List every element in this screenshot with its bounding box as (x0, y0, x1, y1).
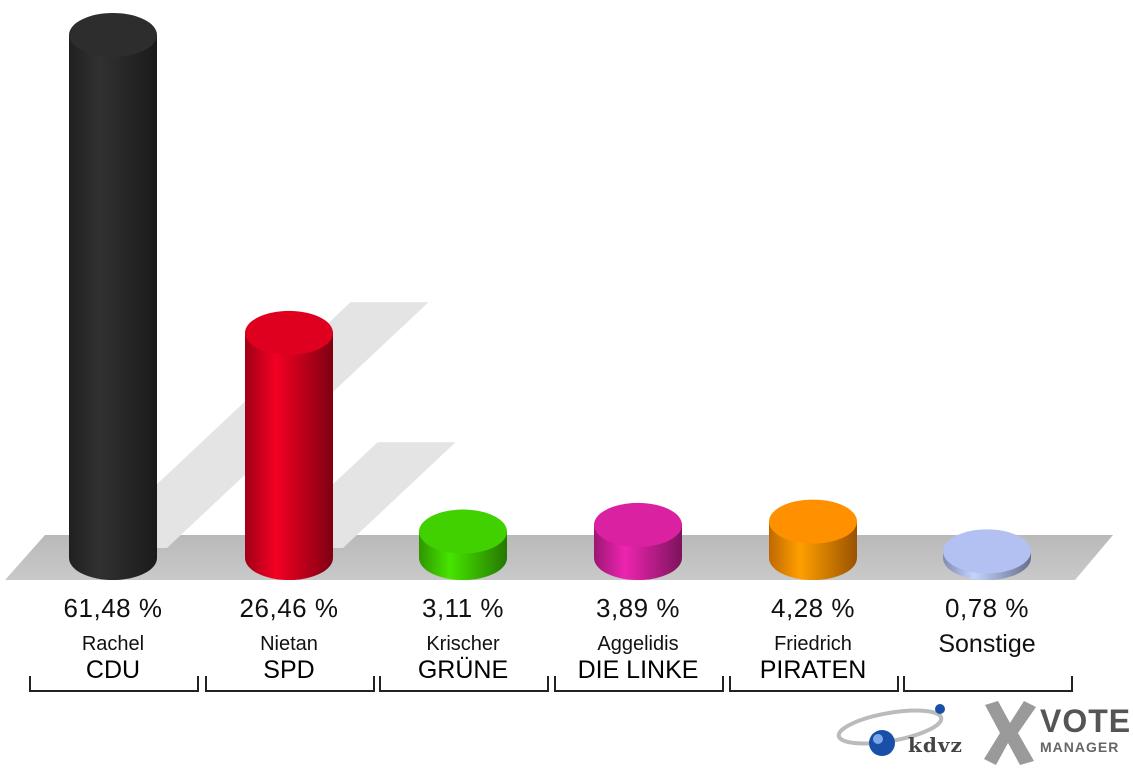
party-label: SPD (263, 656, 315, 684)
value-label: 3,89 % (596, 593, 680, 623)
kdvz-text: kdvz (908, 733, 963, 757)
bar-top (594, 502, 682, 547)
vote-text: VOTE (1040, 703, 1132, 739)
bar-top (69, 13, 157, 57)
manager-text: MANAGER (1040, 739, 1120, 755)
category-column: 3,89 % Aggelidis DIE LINKE (553, 590, 723, 684)
category-bracket (554, 676, 724, 692)
category-label: Sonstige (938, 630, 1036, 658)
category-column: 61,48 % Rachel CDU (28, 590, 198, 684)
value-label: 3,11 % (421, 593, 504, 623)
bar-body (245, 332, 333, 580)
bracket-line (903, 690, 1073, 692)
vote-manager-logo: kdvz VOTE MANAGER (830, 695, 1130, 769)
value-label: 4,28 % (771, 593, 855, 623)
bar-top (245, 310, 333, 355)
bar-sonstige (943, 529, 1031, 580)
x-mark-icon (984, 701, 1036, 765)
value-label: 0,78 % (945, 593, 1029, 623)
category-column: 4,28 % Friedrich PIRATEN (728, 590, 898, 684)
candidate-label: Friedrich (774, 633, 852, 655)
bar-die-linke (594, 502, 682, 580)
bracket-line (379, 690, 549, 692)
party-label: CDU (85, 656, 141, 684)
value-label: 26,46 % (239, 593, 339, 623)
bar-top (419, 509, 507, 554)
party-label: DIE LINKE (577, 656, 699, 684)
bar-top (769, 499, 857, 544)
candidate-label: Krischer (426, 633, 500, 655)
bar-spd (245, 310, 333, 580)
kdvz-logo-graphic (836, 704, 945, 756)
category-bracket (205, 676, 375, 692)
bracket-line (554, 690, 724, 692)
category-column: 0,78 % Sonstige (902, 590, 1072, 658)
value-label: 61,48 % (63, 593, 163, 623)
bracket-line (205, 690, 375, 692)
bar-piraten (769, 499, 857, 580)
bracket-line (29, 690, 199, 692)
bar-cdu (69, 13, 157, 580)
category-bracket (729, 676, 899, 692)
category-column: 26,46 % Nietan SPD (204, 590, 374, 684)
bar-body (69, 35, 157, 580)
bar-grüne (419, 509, 507, 580)
candidate-label: Rachel (81, 633, 145, 655)
bar-top (943, 529, 1031, 574)
party-label: PIRATEN (759, 656, 867, 684)
candidate-label: Nietan (260, 633, 318, 655)
category-bracket (903, 676, 1073, 692)
category-column: 3,11 % Krischer GRÜNE (378, 590, 548, 684)
candidate-label: Aggelidis (597, 633, 679, 655)
party-label: GRÜNE (417, 656, 509, 684)
bracket-line (729, 690, 899, 692)
category-bracket (379, 676, 549, 692)
category-bracket (29, 676, 199, 692)
